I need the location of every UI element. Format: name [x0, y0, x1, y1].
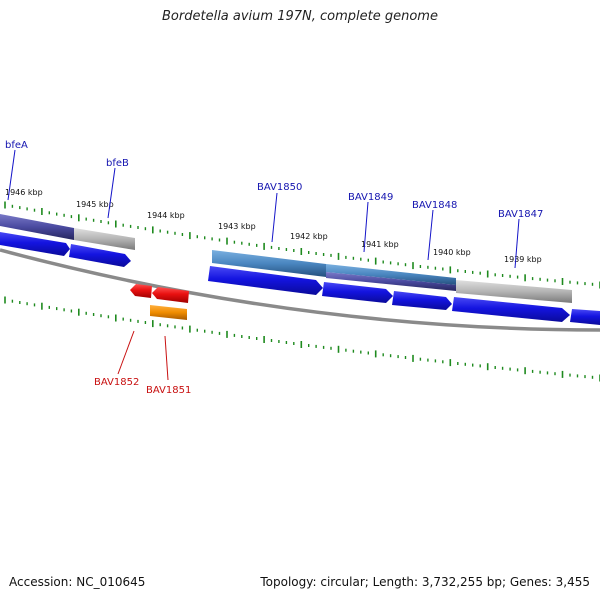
leader-line [107, 167, 116, 219]
gene-arrow-bfeA[interactable] [0, 232, 70, 256]
gene-label-bfeB[interactable]: bfeB [106, 158, 129, 169]
product-bar-bfeB[interactable] [74, 228, 135, 250]
kbp-label: 1943 kbp [218, 222, 256, 231]
gene-label-BAV1851[interactable]: BAV1851 [146, 385, 191, 396]
reverse-gene-track [130, 284, 189, 303]
leader-line [271, 192, 278, 243]
kbp-label: 1939 kbp [504, 255, 542, 264]
gene-arrow-BAV1851[interactable] [152, 287, 189, 303]
topology-summary: Topology: circular; Length: 3,732,255 bp… [260, 575, 590, 589]
accession-text: Accession: NC_010645 [9, 575, 146, 589]
map-title: Bordetella avium 197N, complete genome [162, 9, 438, 24]
product-bar-BAV1849[interactable] [326, 264, 456, 285]
leader-line [427, 209, 434, 261]
product-bar-BAV1850[interactable] [212, 250, 326, 277]
gene-arrow-BAV1847[interactable] [452, 297, 570, 322]
kbp-label: 1940 kbp [433, 248, 471, 257]
product-bar-BAV1848[interactable] [456, 280, 572, 303]
gene-arrow-offscreen[interactable] [570, 309, 600, 325]
reverse-labels: BAV1852 BAV1851 [94, 330, 191, 396]
kbp-label: 1944 kbp [147, 211, 185, 220]
gene-label-BAV1848[interactable]: BAV1848 [412, 200, 457, 211]
leader-line [117, 330, 135, 375]
kbp-label: 1945 kbp [76, 200, 114, 209]
forward-labels: bfeA bfeB BAV1850 BAV1849 BAV1848 BAV184… [5, 140, 543, 269]
gene-arrow-BAV1849[interactable] [322, 282, 393, 303]
gene-arrow-BAV1852[interactable] [130, 284, 152, 298]
gene-label-bfeA[interactable]: bfeA [5, 140, 28, 151]
forward-gene-track [0, 232, 600, 325]
product-bar-bfeA[interactable] [0, 214, 74, 240]
leader-line [164, 335, 169, 381]
leader-line [7, 149, 16, 201]
product-bar-BAV1851[interactable] [150, 305, 187, 320]
gene-label-BAV1847[interactable]: BAV1847 [498, 209, 543, 220]
gene-arrow-bfeB[interactable] [69, 244, 131, 267]
leader-line [363, 201, 369, 253]
product-bar-BAV1849-domain[interactable] [326, 272, 456, 291]
gene-arrow-BAV1848[interactable] [392, 291, 452, 310]
genome-backbone [0, 248, 600, 332]
gene-label-BAV1852[interactable]: BAV1852 [94, 377, 139, 388]
leader-line [514, 218, 520, 269]
kbp-scale: 1946 kbp 1945 kbp 1944 kbp 1943 kbp 1942… [5, 188, 542, 264]
gene-label-BAV1850[interactable]: BAV1850 [257, 182, 302, 193]
product-track [0, 214, 572, 320]
tick-track-reverse [4, 296, 600, 382]
gene-label-BAV1849[interactable]: BAV1849 [348, 192, 393, 203]
kbp-label: 1942 kbp [290, 232, 328, 241]
gene-arrow-BAV1850[interactable] [208, 266, 323, 295]
kbp-label: 1941 kbp [361, 240, 399, 249]
kbp-label: 1946 kbp [5, 188, 43, 197]
tick-track-forward [4, 201, 600, 289]
